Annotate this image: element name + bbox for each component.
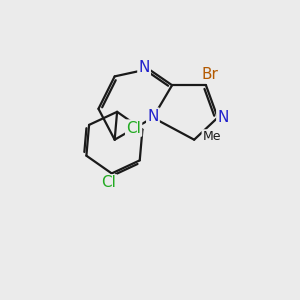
Text: Me: Me xyxy=(202,130,221,143)
Text: N: N xyxy=(147,109,159,124)
Text: Cl: Cl xyxy=(126,121,141,136)
Text: N: N xyxy=(217,110,229,124)
Text: Br: Br xyxy=(202,67,219,82)
Text: N: N xyxy=(138,60,150,75)
Text: Cl: Cl xyxy=(101,175,116,190)
